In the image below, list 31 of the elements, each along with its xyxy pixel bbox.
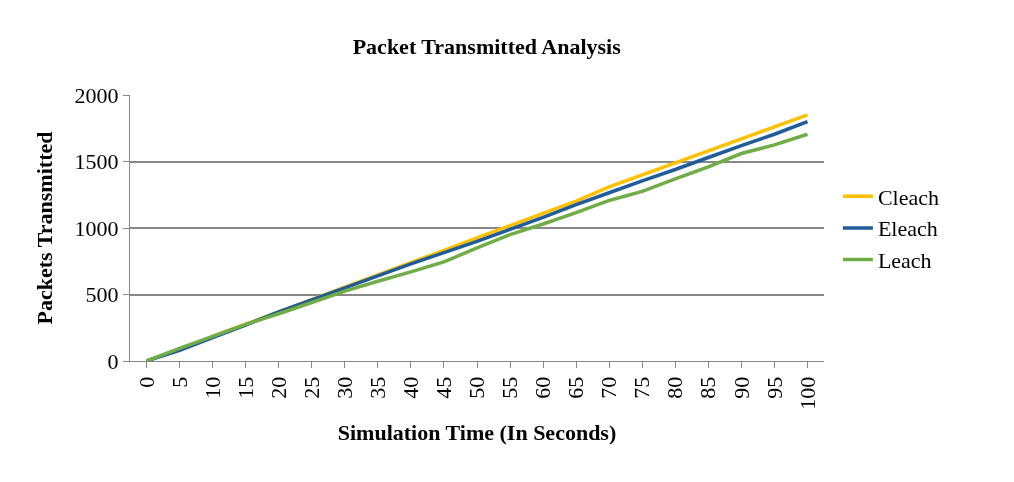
x-tick-label: 15: [232, 376, 258, 399]
y-tick-label: 1500: [74, 149, 119, 175]
y-axis-title: Packets Transmitted: [32, 131, 58, 325]
x-tick-label: 5: [166, 376, 192, 388]
x-tick-label: 10: [199, 376, 225, 399]
legend-label: Cleach: [877, 184, 939, 210]
x-tick-label: 40: [398, 376, 424, 399]
x-tick-label: 35: [365, 376, 391, 399]
y-tick-label: 2000: [74, 82, 119, 108]
y-tick-label: 1000: [74, 215, 119, 241]
x-tick-label: 60: [530, 376, 556, 399]
x-tick-label: 80: [662, 376, 688, 399]
x-tick-label: 85: [695, 376, 721, 399]
x-tick-label: 0: [133, 376, 159, 388]
y-tick-label: 500: [85, 282, 119, 308]
x-tick-label: 70: [596, 376, 622, 399]
legend-label: Eleach: [877, 216, 938, 242]
x-tick-label: 55: [497, 376, 523, 399]
chart-title: Packet Transmitted Analysis: [352, 33, 622, 59]
x-tick-label: 20: [265, 376, 291, 399]
legend-label: Leach: [877, 248, 932, 274]
x-tick-label: 90: [728, 376, 754, 399]
x-tick-label: 30: [331, 376, 357, 399]
x-tick-label: 25: [298, 376, 324, 399]
x-tick-label: 50: [464, 376, 490, 399]
x-tick-label: 100: [794, 376, 820, 410]
x-tick-label: 95: [761, 376, 787, 399]
x-tick-label: 45: [431, 376, 457, 399]
x-tick-label: 65: [563, 376, 589, 399]
x-axis-title: Simulation Time (In Seconds): [337, 419, 617, 445]
x-tick-label: 75: [629, 376, 655, 399]
